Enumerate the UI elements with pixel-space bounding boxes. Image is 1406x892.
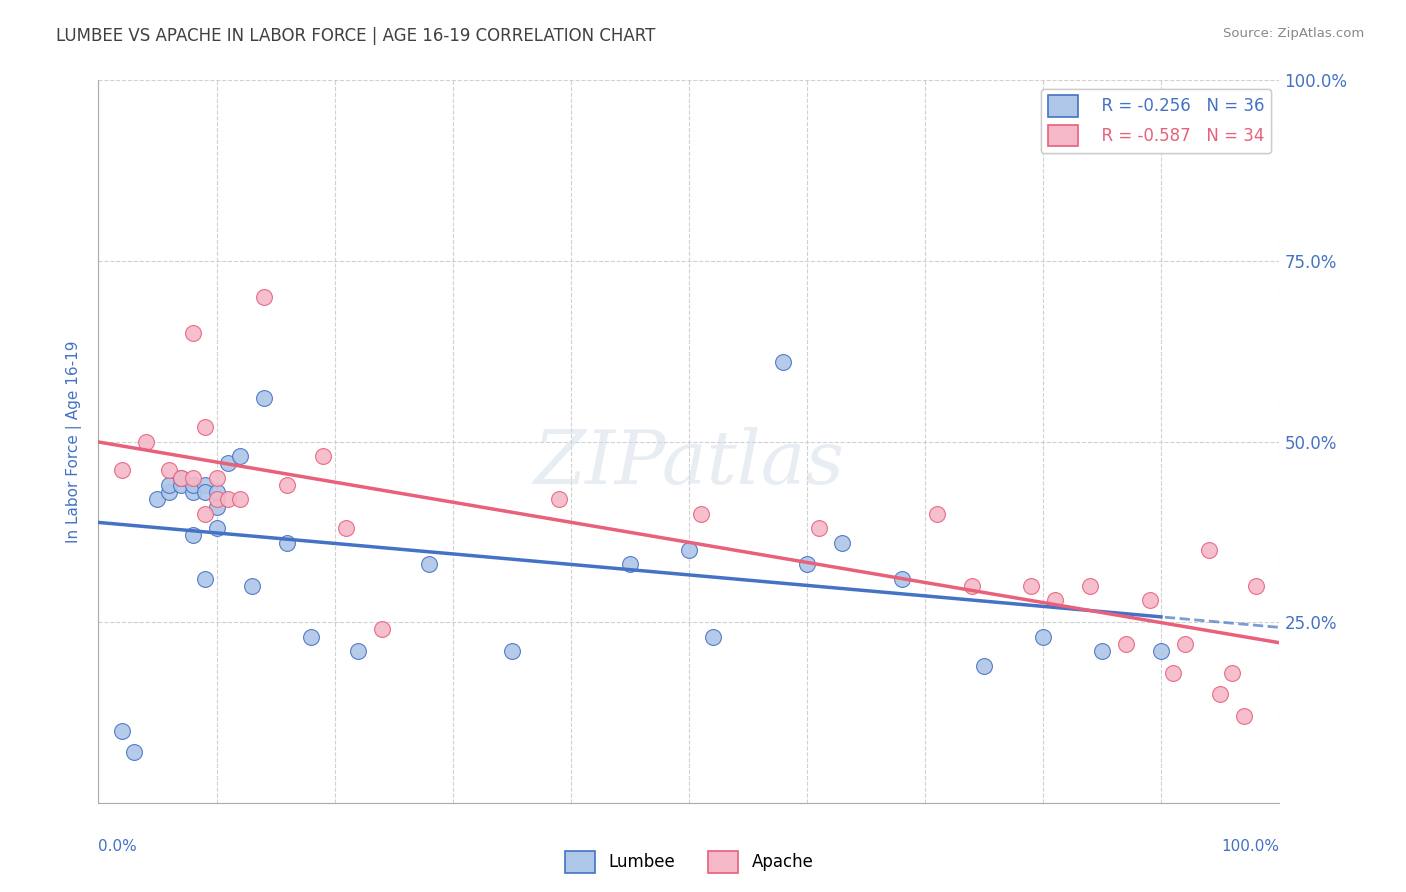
Point — [831, 535, 853, 549]
Point — [619, 558, 641, 572]
Point — [1021, 579, 1043, 593]
Text: Source: ZipAtlas.com: Source: ZipAtlas.com — [1223, 27, 1364, 40]
Point — [205, 521, 228, 535]
Point — [973, 658, 995, 673]
Point — [418, 558, 440, 572]
Point — [548, 492, 571, 507]
Point — [1091, 644, 1114, 658]
Point — [1043, 593, 1066, 607]
Point — [371, 623, 394, 637]
Point — [678, 542, 700, 557]
Point — [962, 579, 984, 593]
Point — [501, 644, 523, 658]
Point — [170, 478, 193, 492]
Point — [146, 492, 169, 507]
Point — [181, 326, 204, 340]
Point — [1198, 542, 1220, 557]
Legend:   R = -0.256   N = 36,   R = -0.587   N = 34: R = -0.256 N = 36, R = -0.587 N = 34 — [1040, 88, 1271, 153]
Point — [205, 485, 228, 500]
Point — [312, 449, 335, 463]
Point — [181, 478, 204, 492]
Point — [229, 449, 252, 463]
Point — [229, 492, 252, 507]
Point — [205, 470, 228, 484]
Point — [796, 558, 818, 572]
Point — [1244, 579, 1267, 593]
Point — [111, 723, 134, 738]
Point — [335, 521, 357, 535]
Text: 0.0%: 0.0% — [98, 838, 138, 854]
Point — [1032, 630, 1054, 644]
Point — [1115, 637, 1137, 651]
Text: 100.0%: 100.0% — [1222, 838, 1279, 854]
Point — [807, 521, 830, 535]
Point — [205, 492, 228, 507]
Point — [1174, 637, 1197, 651]
Point — [205, 500, 228, 514]
Point — [240, 579, 263, 593]
Point — [170, 470, 193, 484]
Point — [181, 470, 204, 484]
Point — [702, 630, 724, 644]
Point — [157, 485, 180, 500]
Point — [276, 478, 298, 492]
Point — [217, 492, 239, 507]
Point — [890, 572, 912, 586]
Point — [1080, 579, 1102, 593]
Point — [276, 535, 298, 549]
Y-axis label: In Labor Force | Age 16-19: In Labor Force | Age 16-19 — [66, 340, 83, 543]
Point — [135, 434, 157, 449]
Point — [1161, 665, 1184, 680]
Point — [689, 507, 711, 521]
Text: ZIPatlas: ZIPatlas — [533, 427, 845, 500]
Point — [772, 355, 794, 369]
Point — [1220, 665, 1243, 680]
Point — [111, 463, 134, 477]
Text: LUMBEE VS APACHE IN LABOR FORCE | AGE 16-19 CORRELATION CHART: LUMBEE VS APACHE IN LABOR FORCE | AGE 16… — [56, 27, 655, 45]
Point — [1150, 644, 1173, 658]
Point — [1233, 709, 1256, 723]
Point — [194, 478, 217, 492]
Point — [194, 420, 217, 434]
Point — [157, 478, 180, 492]
Point — [194, 572, 217, 586]
Point — [194, 507, 217, 521]
Point — [217, 456, 239, 470]
Point — [181, 528, 204, 542]
Point — [157, 463, 180, 477]
Point — [299, 630, 322, 644]
Point — [122, 745, 145, 759]
Point — [253, 391, 276, 405]
Point — [253, 290, 276, 304]
Point — [194, 485, 217, 500]
Point — [1209, 687, 1232, 701]
Point — [181, 485, 204, 500]
Legend: Lumbee, Apache: Lumbee, Apache — [558, 845, 820, 880]
Point — [925, 507, 948, 521]
Point — [1139, 593, 1161, 607]
Point — [347, 644, 370, 658]
Point — [170, 470, 193, 484]
